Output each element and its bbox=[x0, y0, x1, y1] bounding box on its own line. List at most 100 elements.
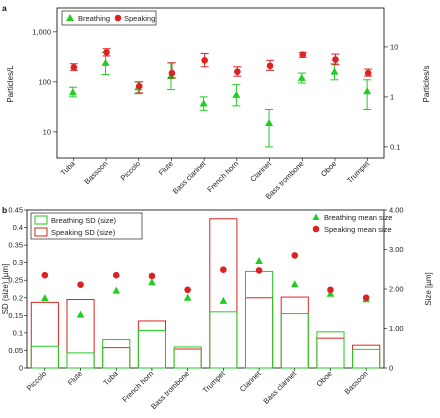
panel-b-point-breathing-mean-piccolo bbox=[41, 294, 49, 302]
panel-b-legend-left: Breathing SD (size) Speaking SD (size) bbox=[30, 212, 143, 240]
legend-breathing-sd-label: Breathing SD (size) bbox=[51, 216, 117, 225]
panel-b-legend-right: Breathing mean size Speaking mean size bbox=[312, 213, 392, 234]
panel-b-left-tick-label-0-3: 0.3 bbox=[13, 258, 23, 267]
panel-b-bar-breathing-sd-bass-clarinet bbox=[280, 313, 309, 369]
panel-b-point-breathing-mean-trumpet bbox=[219, 296, 228, 304]
panel-b-left-tick-label-0-25: 0.25 bbox=[8, 276, 23, 285]
panel-a-x-label-piccolo: Piccolo bbox=[119, 159, 142, 182]
panel-b-left-tick-label-0-4: 0.4 bbox=[13, 223, 23, 232]
panel-b-point-speaking-mean-piccolo bbox=[41, 271, 49, 279]
panel-a-left-axis-title: Particles/L bbox=[6, 65, 15, 103]
panel-b-bar-breathing-sd-bass-trombone bbox=[173, 346, 202, 369]
panel-b-bar-breathing-sd-flute bbox=[66, 352, 95, 369]
panel-a-point-speaking-bass-clarinet bbox=[201, 56, 208, 64]
panel-b-left-tick-label-0-15: 0.15 bbox=[8, 311, 23, 320]
panel-a-point-speaking-clarinet bbox=[266, 62, 274, 70]
panel-a-left-tick-label-10: 10 bbox=[43, 127, 51, 136]
panel-b-x-label-piccolo: Piccolo bbox=[25, 369, 48, 392]
panel-b-legend-left-box bbox=[30, 212, 143, 240]
panel-b-left-tick-label-0: 0 bbox=[19, 364, 23, 373]
panel-b-bars bbox=[30, 218, 381, 369]
panel-a-plot-frame bbox=[56, 7, 385, 159]
panel-b-point-breathing-mean-bass-clarinet bbox=[290, 280, 299, 288]
panel-b-point-speaking-mean-flute bbox=[77, 281, 84, 288]
panel-b-bar-speaking-sd-tuba bbox=[102, 347, 131, 369]
panel-a-right-axis: 0.1 1 10 bbox=[384, 42, 400, 151]
panel-b-left-axis: 0 0.05 0.1 0.15 0.2 0.25 0.3 0.35 0.4 0.45 bbox=[8, 206, 27, 373]
panel-a-x-label-flute: Flute bbox=[157, 159, 175, 177]
panel-b-right-tick-label-1-00: 1.00 bbox=[389, 324, 404, 333]
panel-b-point-breathing-mean-oboe bbox=[326, 289, 335, 297]
legend-breathing-triangle-icon bbox=[66, 14, 74, 21]
panel-a-x-label-oboe: Oboe bbox=[319, 159, 338, 178]
panel-b-x-label-flute: Flute bbox=[66, 369, 84, 387]
panel-a-right-tick-label-1: 1 bbox=[390, 92, 394, 101]
panel-a-x-label-bass-clarinet: Bass clarinet bbox=[171, 158, 208, 195]
panel-a-point-speaking-trumpet bbox=[364, 69, 372, 77]
panel-b-x-label-clarinet: Clarinet bbox=[238, 368, 263, 393]
panel-a-right-tick-label-0-1: 0.1 bbox=[390, 142, 400, 151]
legend-speaking-sd-swatch bbox=[34, 227, 48, 237]
panel-a-point-speaking-french-horn bbox=[234, 68, 241, 75]
panel-a-x-label-tuba: Tuba bbox=[59, 158, 78, 177]
panel-b-bar-breathing-sd-clarinet bbox=[244, 270, 274, 369]
panel-b-bar-speaking-sd-french-horn bbox=[137, 320, 167, 369]
panel-a-x-label-clarinet: Clarinet bbox=[248, 158, 273, 183]
panel-b-bar-breathing-sd-french-horn bbox=[137, 329, 167, 369]
panel-b-point-speaking-mean-bass-clarinet bbox=[291, 252, 299, 259]
panel-b-right-tick-label-2-00: 2.00 bbox=[389, 285, 404, 294]
panel-b-x-label-french-horn: French horn bbox=[120, 369, 155, 404]
panel-a-right-tick-label-10: 10 bbox=[390, 42, 398, 51]
legend-breathing-mean-label: Breathing mean size bbox=[324, 213, 392, 222]
panel-b-bar-breathing-sd-bassoon bbox=[352, 348, 381, 369]
panel-b-bar-speaking-sd-bassoon bbox=[352, 344, 381, 369]
legend-speaking-circle-icon bbox=[114, 14, 122, 22]
panel-a-left-tick-label-100: 100 bbox=[38, 77, 51, 86]
panel-b-x-label-trumpet: Trumpet bbox=[201, 368, 228, 395]
panel-a-point-breathing-bass-clarinet bbox=[199, 99, 208, 107]
panel-a-x-label-trumpet: Trumpet bbox=[345, 158, 372, 185]
panel-a-x-label-french-horn: French horn bbox=[205, 159, 240, 194]
panel-a-data-marks bbox=[68, 48, 373, 148]
panel-a-label: a bbox=[2, 3, 7, 13]
panel-a-point-breathing-oboe bbox=[330, 67, 339, 75]
panel-a-legend: Breathing Speaking bbox=[61, 10, 157, 26]
legend-speaking-sd-label: Speaking SD (size) bbox=[51, 228, 116, 237]
panel-b-x-label-oboe: Oboe bbox=[315, 369, 334, 388]
panel-a-right-axis-title: Particles/s bbox=[422, 66, 431, 103]
panel-b-left-tick-label-0-05: 0.05 bbox=[8, 346, 23, 355]
panel-b-bar-breathing-sd-trumpet bbox=[209, 311, 238, 369]
panel-a-point-breathing-bass-trombone bbox=[297, 73, 306, 81]
panel-a-point-speaking-bass-trombone bbox=[299, 51, 307, 58]
panel-b-left-axis-title: SD (size) [µm] bbox=[1, 264, 10, 315]
legend-speaking-mean-label: Speaking mean size bbox=[324, 225, 392, 234]
panel-b-bar-speaking-sd-clarinet bbox=[244, 297, 274, 369]
panel-b-bar-speaking-sd-bass-trombone bbox=[173, 348, 202, 369]
panel-b-point-speaking-mean-oboe bbox=[327, 286, 334, 294]
panel-a-point-speaking-piccolo bbox=[135, 82, 143, 90]
panel-b-x-label-bassoon: Bassoon bbox=[343, 369, 370, 396]
panel-b-point-speaking-mean-tuba bbox=[112, 271, 120, 279]
panel-b-x-label-bass-trombone: Bass trombone bbox=[149, 369, 191, 411]
legend-breathing-label: Breathing bbox=[78, 14, 110, 23]
panel-b-point-breathing-mean-french-horn bbox=[148, 278, 156, 286]
panel-a-point-breathing-bassoon bbox=[101, 58, 110, 66]
panel-b-point-speaking-mean-trumpet bbox=[220, 266, 227, 273]
panel-b-point-breathing-mean-bass-trombone bbox=[183, 293, 192, 301]
panel-a-point-breathing-clarinet bbox=[265, 119, 274, 127]
panel-a-left-tick-label-1-000: 1,000 bbox=[32, 27, 51, 36]
panel-a-point-breathing-french-horn bbox=[232, 90, 241, 98]
panel-b-label: b bbox=[2, 205, 7, 215]
panel-b-bar-speaking-sd-piccolo bbox=[30, 301, 59, 369]
panel-b-bar-breathing-sd-oboe bbox=[316, 331, 345, 369]
panel-a: a 10 100 1,000 0.1 1 10 Particles/L Particle… bbox=[2, 3, 431, 201]
panel-b-bar-speaking-sd-oboe bbox=[316, 337, 345, 369]
panel-a-left-axis: 10 100 1,000 bbox=[32, 27, 57, 136]
panel-b-right-tick-label-4-00: 4.00 bbox=[389, 206, 404, 215]
panel-b-point-breathing-mean-clarinet bbox=[255, 256, 263, 264]
legend-speaking-mean-circle-icon bbox=[312, 225, 320, 233]
panel-a-point-speaking-flute bbox=[168, 69, 176, 77]
